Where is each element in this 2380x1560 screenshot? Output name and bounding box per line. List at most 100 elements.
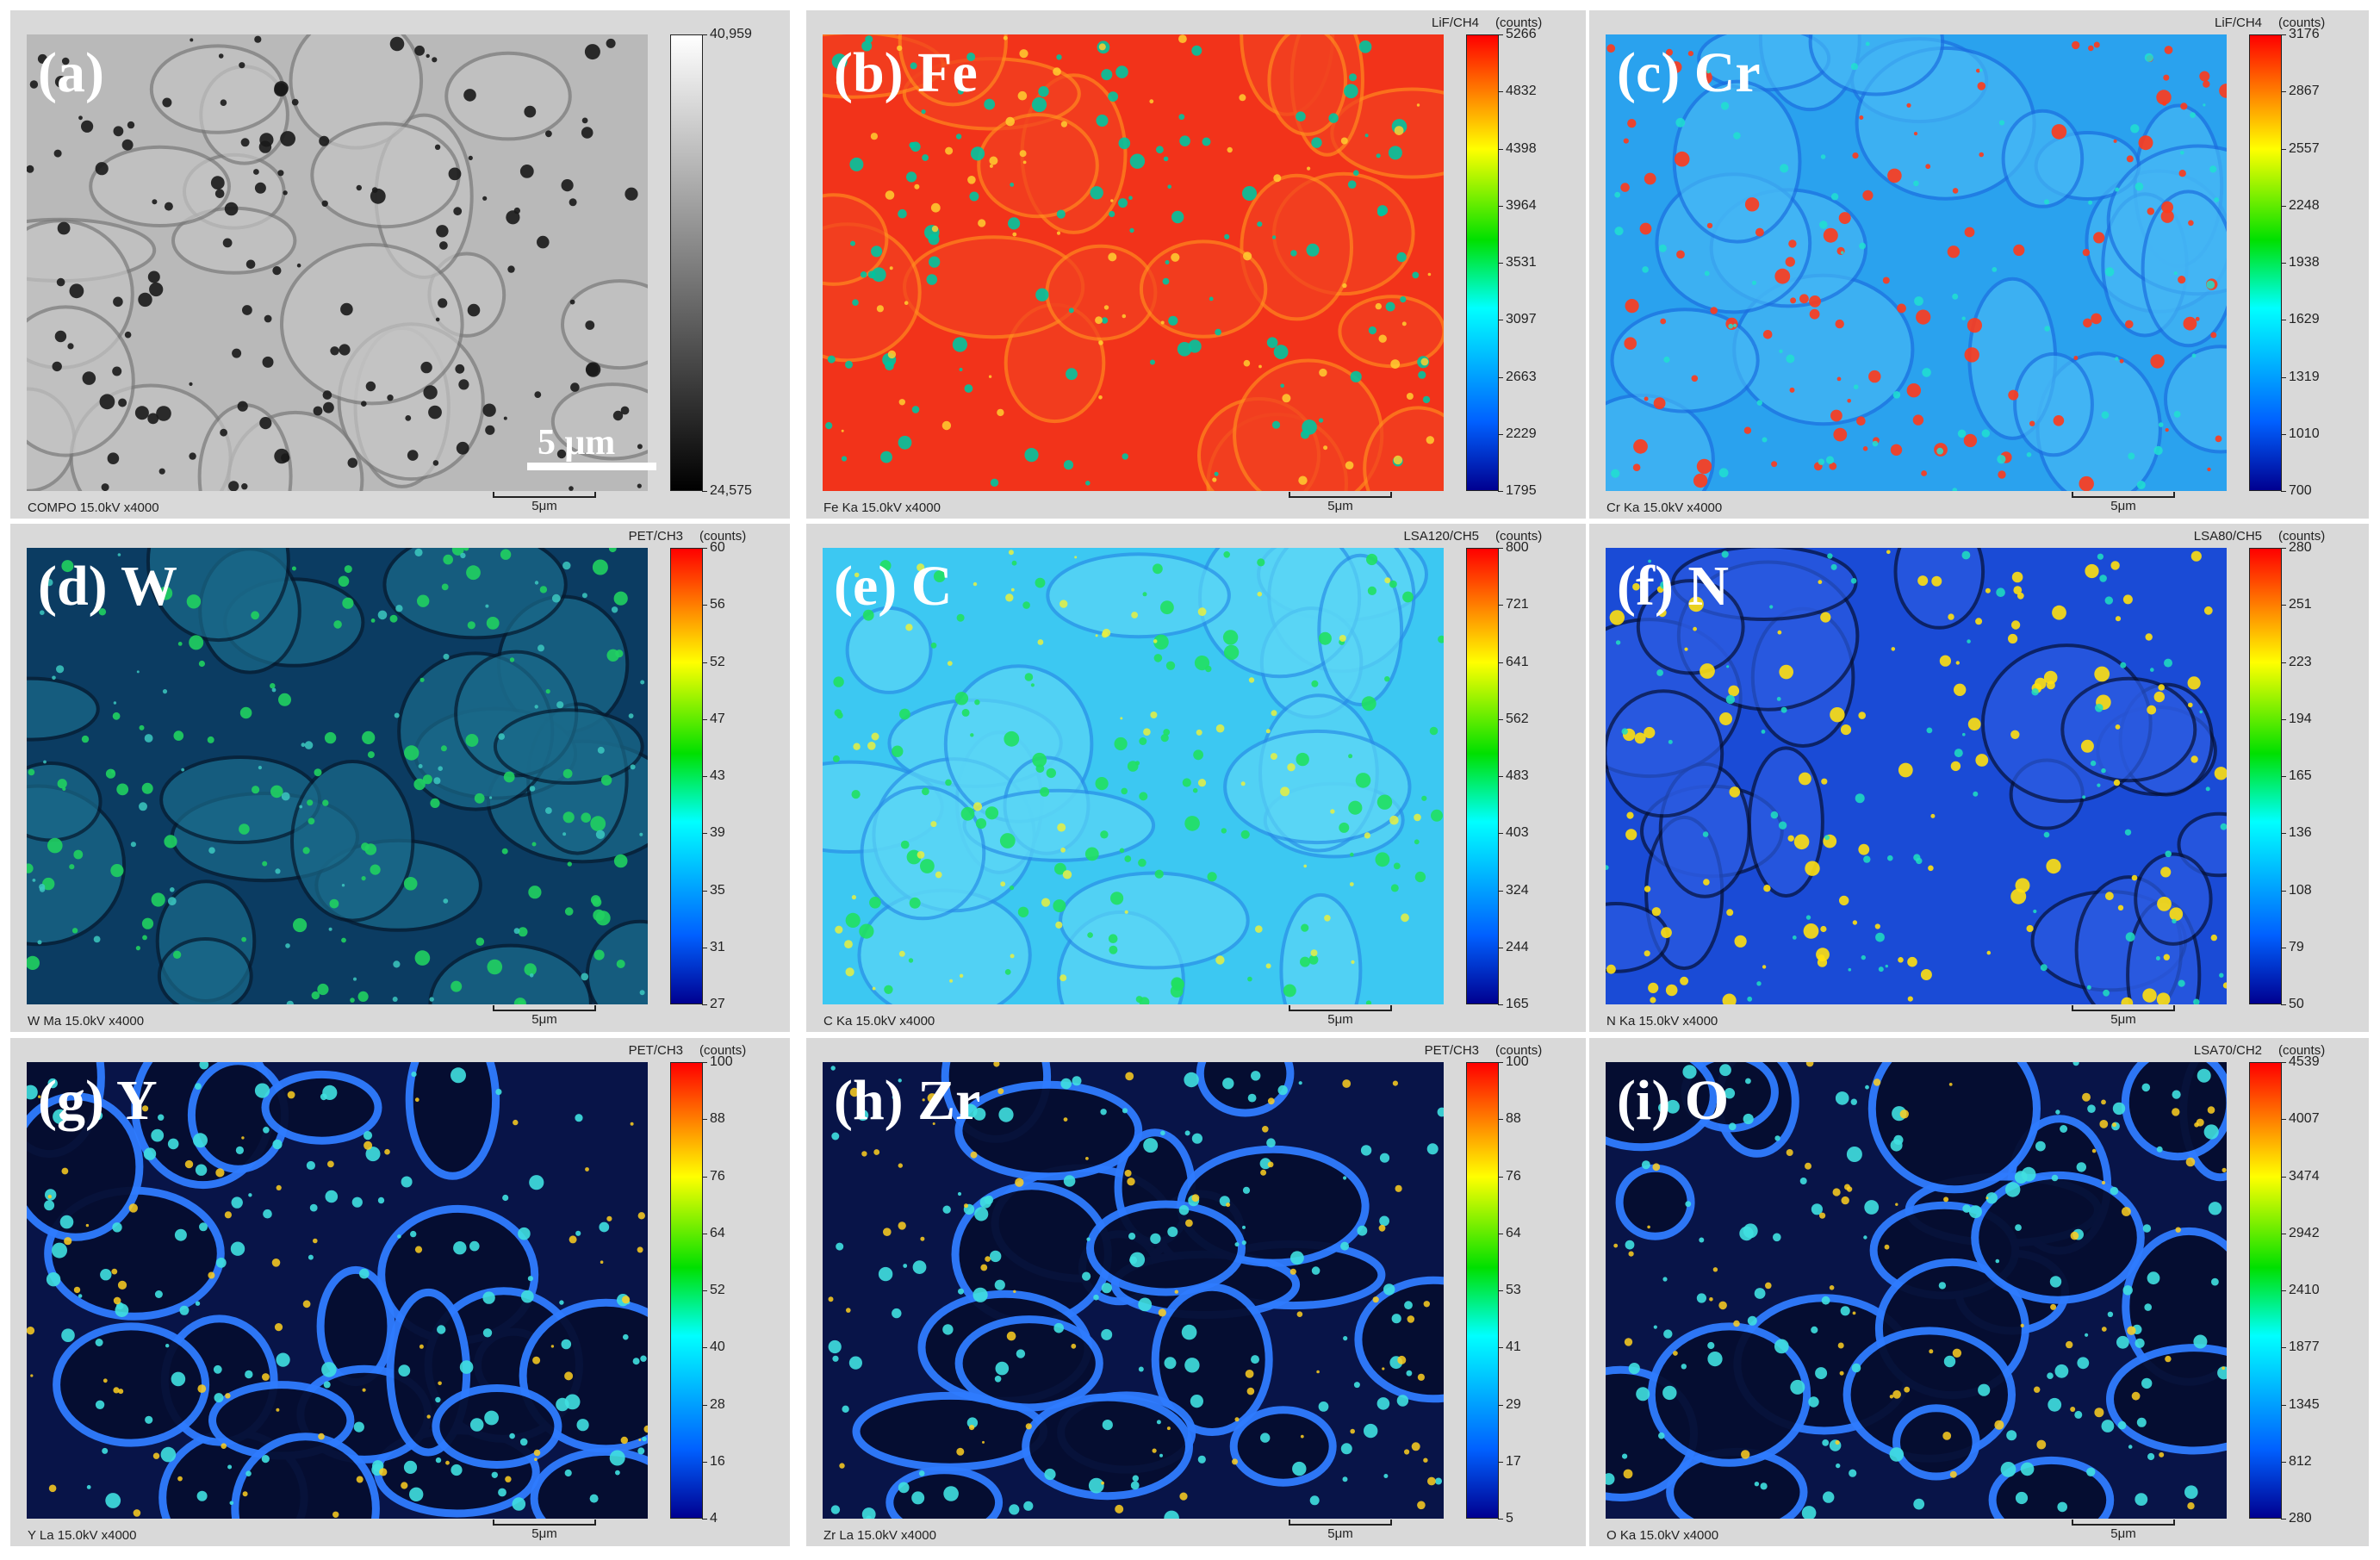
colorbar-tick-label: 280 (2289, 1511, 2312, 1526)
colorbar-tick-label: 4007 (2289, 1111, 2320, 1127)
colorbar-tick-label: 2663 (1506, 369, 1537, 384)
colorbar-tick-label: 251 (2289, 597, 2312, 612)
scale-overlay-label: 5 μm (538, 423, 616, 463)
scale-bar: 5μm (1289, 1005, 1392, 1027)
colorbar-tick-mark (702, 1404, 707, 1406)
colorbar (2249, 1062, 2282, 1519)
channel-label: PET/CH3 (1424, 1043, 1479, 1058)
colorbar-tick-mark (1498, 776, 1503, 777)
colorbar-tick-label: 1319 (2289, 369, 2320, 384)
colorbar-tick-label: 53 (1506, 1283, 1521, 1297)
channel-label: LSA120/CH5 (1403, 529, 1479, 544)
scale-overlay-bar (527, 463, 656, 470)
colorbar-tick-mark (1498, 548, 1503, 549)
colorbar (670, 1062, 703, 1519)
colorbar-tick-mark (702, 34, 707, 35)
colorbar (1466, 548, 1499, 1004)
scale-bar: 5μm (493, 1005, 596, 1027)
panel-c: (c) Cr LiF/CH4 (counts) Cr Ka 15.0kV x40… (1589, 10, 2369, 519)
channel-label: PET/CH3 (628, 529, 683, 544)
colorbar-tick-label: 64 (1506, 1225, 1521, 1240)
colorbar-tick-label: 1938 (2289, 255, 2320, 270)
colorbar (1466, 34, 1499, 491)
colorbar-tick-label: 28 (710, 1396, 725, 1412)
colorbar-tick-mark (1498, 1461, 1503, 1463)
colorbar-tick-mark (2281, 1004, 2286, 1005)
colorbar-tick-mark (2281, 890, 2286, 892)
panel-label: (h) Zr (834, 1069, 981, 1132)
colorbar (670, 34, 703, 491)
element-map-image (823, 548, 1444, 1004)
colorbar (2249, 34, 2282, 491)
acquisition-info: N Ka 15.0kV x4000 (1606, 1014, 1718, 1029)
colorbar-tick-label: 244 (1506, 939, 1529, 954)
colorbar-tick-mark (2281, 605, 2286, 606)
acquisition-info: Fe Ka 15.0kV x4000 (823, 500, 941, 515)
units-label: (counts) (1495, 1043, 1543, 1058)
colorbar-tick-label: 39 (710, 825, 725, 841)
scale-bar: 5μm (2072, 1005, 2175, 1027)
panel-b: (b) Fe LiF/CH4 (counts) Fe Ka 15.0kV x40… (806, 10, 1586, 519)
units-label: (counts) (699, 1043, 747, 1058)
colorbar-tick-mark (702, 1461, 707, 1463)
colorbar-tick-mark (2281, 1062, 2286, 1063)
units-label: (counts) (2278, 1043, 2326, 1058)
colorbar-tick-mark (1498, 1004, 1503, 1005)
element-map-image (823, 34, 1444, 491)
colorbar-tick-mark (2281, 1347, 2286, 1349)
colorbar-tick-mark (2281, 548, 2286, 549)
colorbar-tick-label: 1345 (2289, 1396, 2320, 1412)
colorbar-tick-label: 3474 (2289, 1168, 2320, 1184)
colorbar-tick-label: 641 (1506, 654, 1529, 669)
colorbar-tick-label: 1795 (1506, 483, 1537, 498)
element-map-image (1606, 34, 2227, 491)
colorbar-tick-mark (702, 776, 707, 777)
colorbar-tick-label: 4832 (1506, 84, 1537, 99)
colorbar-tick-mark (1498, 491, 1503, 492)
colorbar-tick-label: 403 (1506, 825, 1529, 841)
panel-label: (d) W (38, 555, 177, 618)
panel-f: (f) N LSA80/CH5 (counts) N Ka 15.0kV x40… (1589, 524, 2369, 1032)
acquisition-info: COMPO 15.0kV x4000 (28, 500, 159, 515)
colorbar-tick-mark (702, 1347, 707, 1349)
colorbar (670, 548, 703, 1004)
colorbar-tick-label: 280 (2289, 540, 2312, 555)
acquisition-info: W Ma 15.0kV x4000 (28, 1014, 145, 1029)
element-map-image (27, 1062, 648, 1519)
colorbar-tick-label: 2942 (2289, 1225, 2320, 1240)
scale-bar: 5μm (2072, 1520, 2175, 1541)
panel-d: (d) W PET/CH3 (counts) W Ma 15.0kV x4000… (10, 524, 790, 1032)
colorbar-tick-label: 100 (1506, 1054, 1529, 1069)
colorbar-tick-mark (702, 1176, 707, 1178)
panel-label: (b) Fe (834, 41, 978, 104)
colorbar-tick-mark (2281, 91, 2286, 93)
colorbar-tick-mark (702, 890, 707, 892)
colorbar-tick-label: 47 (710, 711, 725, 726)
colorbar-tick-label: 27 (710, 997, 725, 1011)
colorbar-tick-mark (702, 1290, 707, 1291)
panel-i: (i) O LSA70/CH2 (counts) O Ka 15.0kV x40… (1589, 1038, 2369, 1546)
colorbar-tick-label: 3531 (1506, 255, 1537, 270)
colorbar-tick-mark (1498, 205, 1503, 207)
colorbar-tick-label: 2248 (2289, 197, 2320, 213)
colorbar-tick-label: 40,959 (710, 27, 752, 41)
channel-label: LSA70/CH2 (2193, 1043, 2262, 1058)
element-map-image (27, 548, 648, 1004)
colorbar-tick-label: 324 (1506, 882, 1529, 898)
channel-label: PET/CH3 (628, 1043, 683, 1058)
scale-bar-label: 5μm (1327, 1526, 1353, 1541)
colorbar-tick-label: 165 (2289, 768, 2312, 783)
colorbar-tick-label: 3964 (1506, 197, 1537, 213)
colorbar-tick-mark (2281, 263, 2286, 264)
colorbar-tick-label: 79 (2289, 939, 2304, 954)
colorbar-tick-label: 812 (2289, 1453, 2312, 1469)
colorbar-tick-label: 52 (710, 1283, 725, 1297)
colorbar-tick-label: 88 (710, 1111, 725, 1127)
channel-label: LiF/CH4 (1431, 16, 1479, 30)
panel-e: (e) C LSA120/CH5 (counts) C Ka 15.0kV x4… (806, 524, 1586, 1032)
colorbar-tick-mark (1498, 91, 1503, 93)
colorbar-tick-mark (1498, 1062, 1503, 1063)
units-label: (counts) (699, 529, 747, 544)
channel-label: LiF/CH4 (2214, 16, 2262, 30)
acquisition-info: C Ka 15.0kV x4000 (823, 1014, 935, 1029)
